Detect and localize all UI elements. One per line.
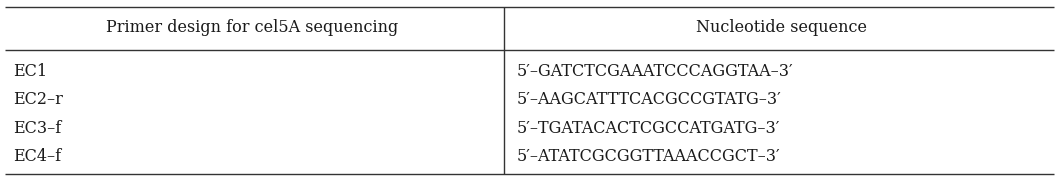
Text: 5′–AAGCATTTCACGCCGTATG–3′: 5′–AAGCATTTCACGCCGTATG–3′ <box>517 91 782 108</box>
Text: 5′–TGATACACTCGCCATGATG–3′: 5′–TGATACACTCGCCATGATG–3′ <box>517 120 780 137</box>
Text: 5′–ATATCGCGGTTAAACCGCT–3′: 5′–ATATCGCGGTTAAACCGCT–3′ <box>517 148 780 165</box>
Text: EC3–f: EC3–f <box>13 120 61 137</box>
Text: EC2–r: EC2–r <box>13 91 62 108</box>
Text: EC4–f: EC4–f <box>13 148 60 165</box>
Text: EC1: EC1 <box>13 63 47 80</box>
Text: Primer design for cel5A sequencing: Primer design for cel5A sequencing <box>106 19 398 36</box>
Text: Nucleotide sequence: Nucleotide sequence <box>696 19 867 36</box>
Text: 5′–GATCTCGAAATCCCAGGTAA–3′: 5′–GATCTCGAAATCCCAGGTAA–3′ <box>517 63 793 80</box>
